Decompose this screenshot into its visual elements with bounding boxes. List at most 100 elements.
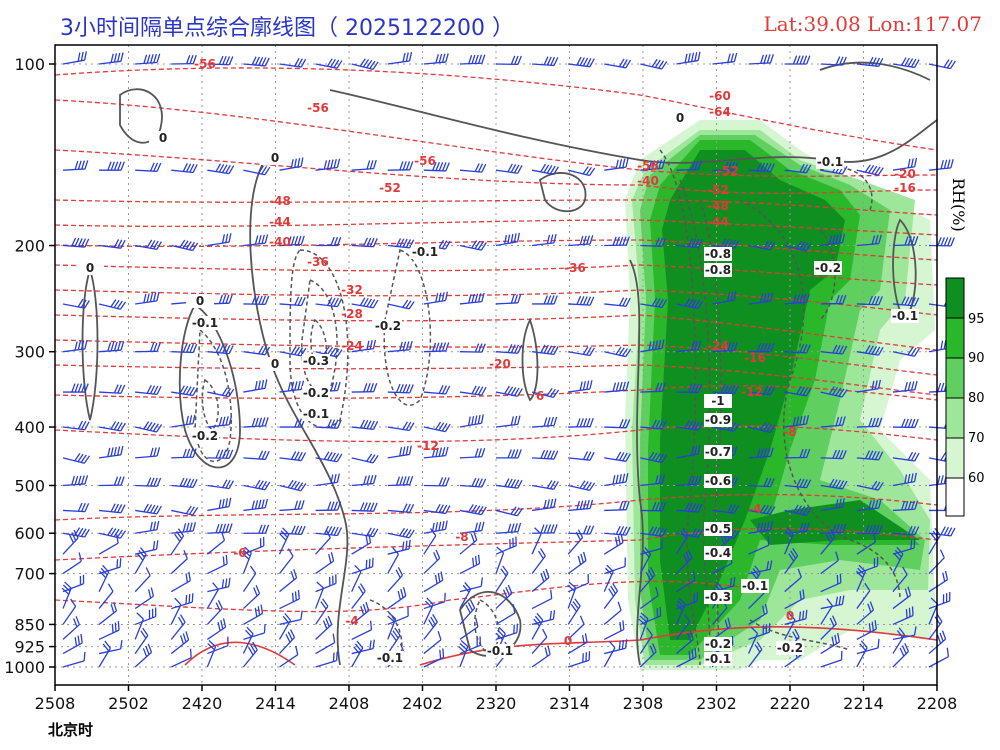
temperature-label: -20 [489, 357, 511, 371]
omega-contour-n02d [749, 619, 851, 651]
wind-barb-feather [81, 475, 85, 485]
wind-barb-feather [799, 55, 804, 65]
wind-barb-staff [784, 653, 803, 668]
wind-barb-feather [513, 387, 520, 396]
wind-barb-feather [258, 345, 264, 355]
wind-barb-feather [74, 637, 78, 647]
wind-barb-feather [582, 525, 588, 535]
wind-barb-feather [244, 629, 253, 638]
wind-barb-staff [676, 656, 697, 668]
wind-barb [387, 527, 415, 539]
wind-barb-feather [835, 523, 840, 533]
wind-barb-staff [459, 529, 482, 534]
wind-barb [495, 344, 523, 354]
wind-barb [639, 586, 659, 610]
wind-barb-feather [107, 161, 112, 171]
wind-barb [604, 58, 632, 69]
wind-barb-feather [907, 381, 912, 391]
wind-barb-feather [136, 612, 144, 620]
wind-barb [459, 477, 487, 488]
wind-barb-feather [182, 385, 189, 395]
wind-barb-staff [98, 542, 119, 555]
wind-barb-feather [438, 162, 444, 171]
wind-barb-feather [228, 480, 235, 489]
wind-barb-feather [402, 503, 408, 513]
wind-barb-feather [372, 299, 379, 309]
wind-barb [568, 235, 594, 247]
x-tick-label: 2508 [35, 694, 76, 713]
wind-barb [856, 56, 884, 67]
wind-barb-feather [510, 55, 516, 65]
wind-barb [892, 546, 904, 574]
wind-barb-feather [727, 292, 730, 302]
wind-barb [134, 607, 157, 626]
wind-barb [351, 159, 377, 171]
wind-barb-feather [644, 546, 652, 555]
wind-barb-feather [225, 498, 229, 508]
wind-barb-feather [864, 164, 871, 173]
wind-barb [423, 597, 434, 625]
wind-barb-feather [297, 525, 303, 535]
wind-barb-feather [471, 415, 475, 426]
wind-barb-feather [117, 341, 121, 351]
wind-barb-staff [134, 554, 147, 574]
wind-barb [99, 384, 126, 394]
wind-barb-staff [567, 582, 589, 593]
wind-barb-feather [477, 554, 481, 564]
wind-barb-staff [676, 348, 699, 353]
wind-barb-feather [369, 340, 373, 350]
wind-barb-staff [315, 537, 331, 555]
omega-label-bg [891, 309, 919, 323]
wind-barb [170, 550, 188, 575]
wind-barb-feather [615, 525, 621, 535]
wind-barb-feather [186, 343, 191, 353]
wind-barb-feather [795, 240, 803, 249]
omega-label-bg [376, 651, 404, 665]
colorbar-label: RH(%) [949, 178, 968, 232]
wind-barb-feather [724, 619, 729, 629]
wind-barb-feather [582, 57, 589, 67]
wind-barb [423, 161, 450, 172]
wind-barb-staff [171, 244, 193, 252]
wind-barb-feather [878, 451, 884, 461]
wind-barb-staff [99, 509, 122, 514]
wind-barb-feather [192, 507, 199, 516]
wind-barb-feather [119, 558, 122, 568]
wind-barb-feather [582, 500, 587, 510]
wind-barb-staff [242, 593, 260, 610]
wind-barb [639, 643, 657, 668]
temp-contour-56 [54, 67, 938, 151]
wind-barb [134, 643, 153, 668]
wind-barb-feather [940, 340, 944, 350]
wind-barb-feather [514, 449, 519, 459]
omega-contour-n01g [739, 199, 901, 601]
wind-barb-staff [423, 169, 446, 172]
wind-barb-feather [297, 589, 300, 599]
wind-barb-feather [838, 388, 845, 397]
wind-barb-feather [185, 573, 189, 583]
wind-barb [567, 551, 587, 575]
wind-barb-feather [694, 299, 701, 309]
wind-barb-feather [904, 474, 908, 484]
wind-barb-feather [625, 500, 630, 510]
wind-barb-feather [435, 162, 441, 171]
wind-barb-feather [871, 57, 877, 66]
wind-barb-feather [328, 553, 332, 564]
wind-barb-feather [336, 349, 343, 358]
wind-barb-feather [188, 241, 196, 251]
wind-barb-feather [290, 236, 295, 246]
wind-barb-feather [359, 583, 366, 592]
wind-barb-feather [366, 502, 372, 512]
wind-barb-feather [114, 622, 117, 632]
wind-barb-feather [514, 55, 519, 65]
wind-barb-feather [147, 589, 152, 599]
temperature-label: -32 [341, 283, 363, 297]
wind-barb-feather [147, 643, 153, 653]
wind-barb-feather [444, 291, 449, 301]
wind-barb-feather [762, 605, 766, 615]
wind-barb-staff [639, 574, 656, 593]
wind-barb-feather [553, 524, 558, 534]
colorbar-tick-95: 95 [968, 312, 985, 327]
wind-barb-feather [372, 339, 377, 349]
wind-barb-feather [290, 525, 296, 535]
